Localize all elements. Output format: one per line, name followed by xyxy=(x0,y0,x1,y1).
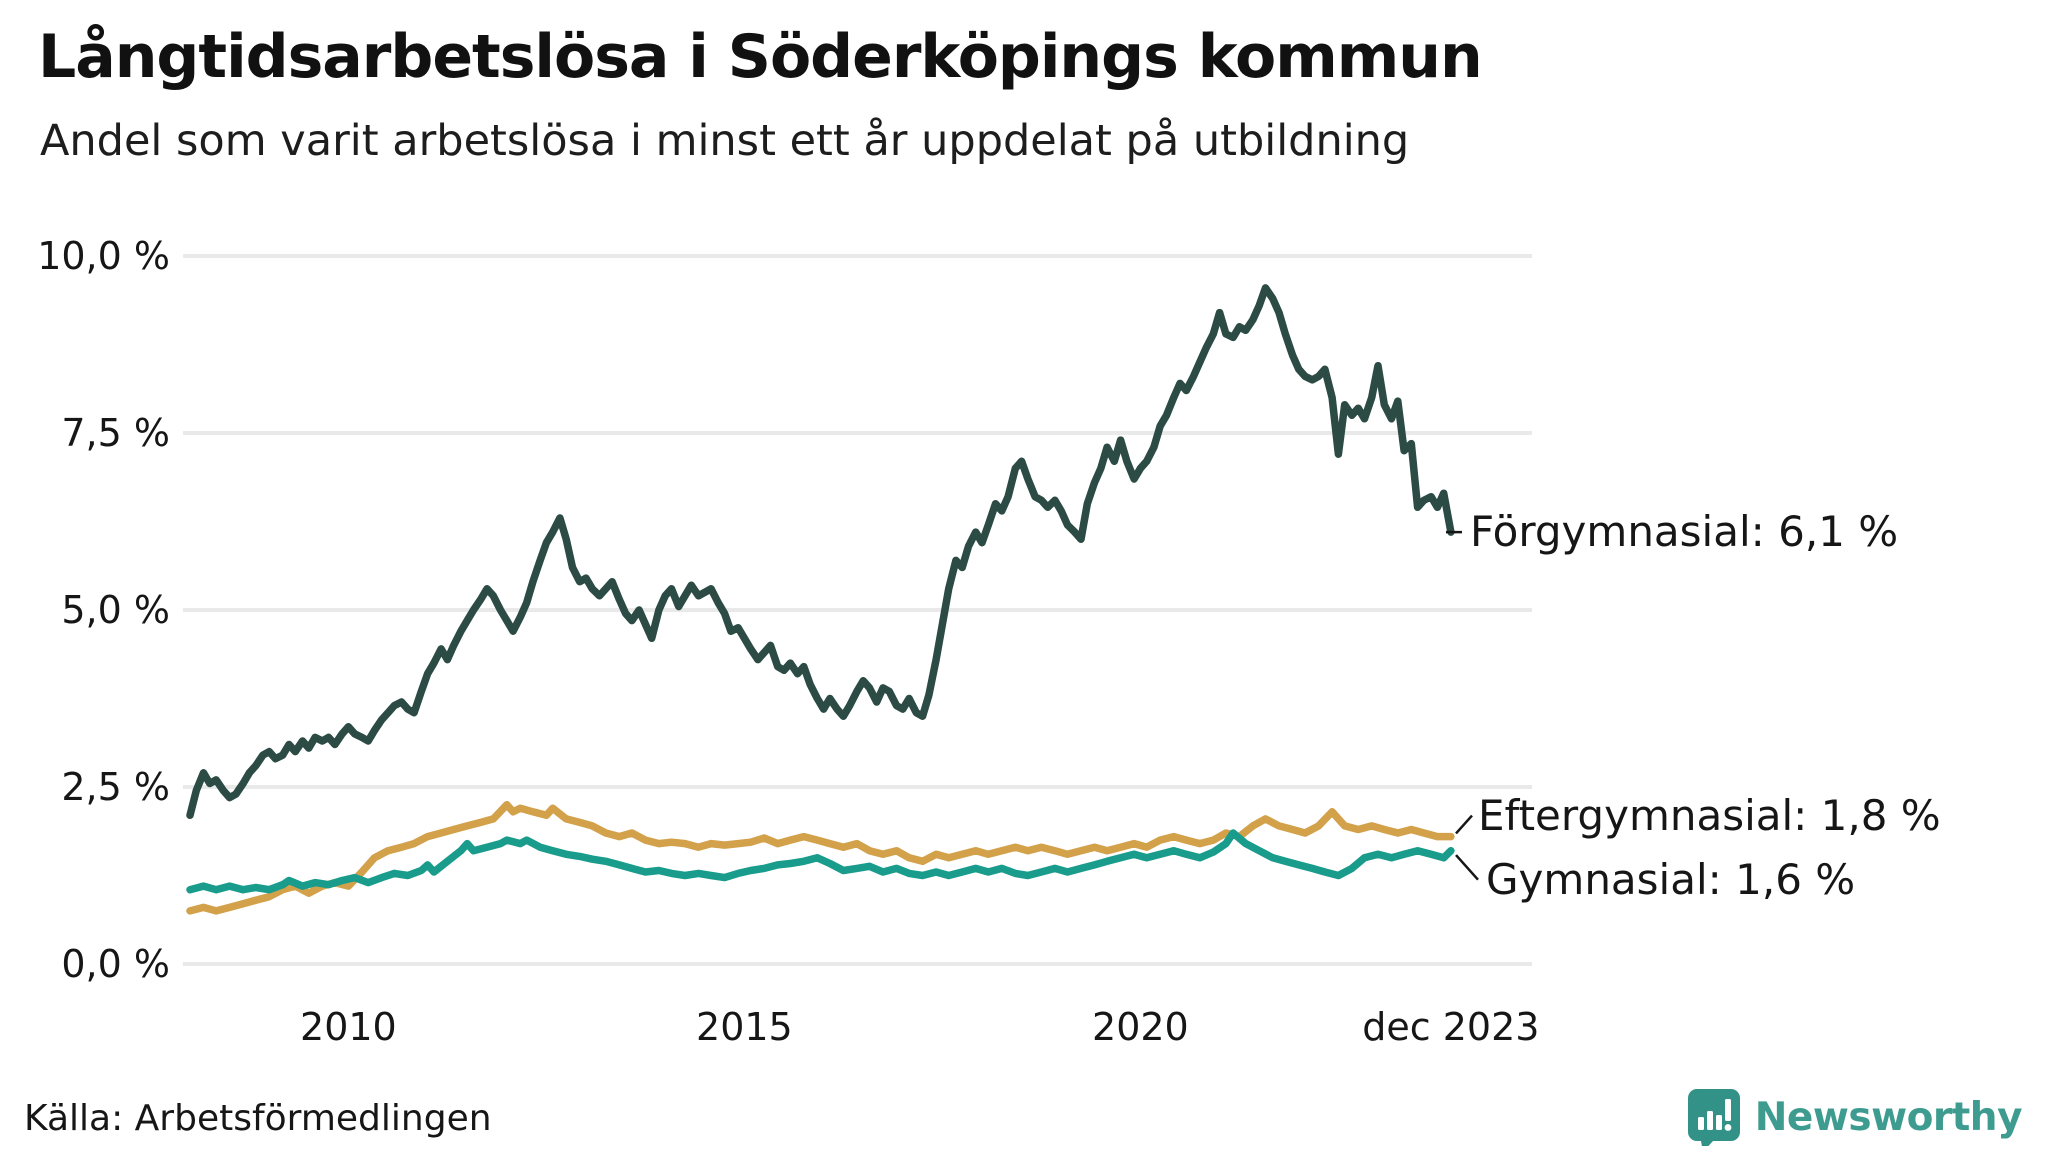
y-axis-tick-label: 0,0 % xyxy=(61,942,170,986)
series-line-eftergymnasial xyxy=(186,800,1455,915)
y-axis-tick-label: 2,5 % xyxy=(61,765,170,809)
annotation-leader-line xyxy=(1455,854,1479,881)
series-label-gymnasial: Gymnasial: 1,6 % xyxy=(1486,854,1856,904)
series-line-förgymnasial xyxy=(186,284,1455,820)
newsworthy-wordmark: Newsworthy xyxy=(1754,1094,2023,1140)
x-axis-tick-label: dec 2023 xyxy=(1362,1005,1540,1049)
series-line-gymnasial xyxy=(186,829,1455,894)
y-axis-tick-label: 10,0 % xyxy=(37,234,170,278)
series-label-förgymnasial: Förgymnasial: 6,1 % xyxy=(1470,507,1899,557)
newsworthy-bubble-chart-icon xyxy=(1687,1088,1741,1152)
x-axis-tick-label: 2010 xyxy=(300,1005,397,1049)
y-axis-tick-label: 7,5 % xyxy=(61,411,170,455)
x-axis-tick-label: 2015 xyxy=(696,1005,793,1049)
newsworthy-logo: Newsworthy xyxy=(1687,1088,2023,1152)
chart-subtitle: Andel som varit arbetslösa i minst ett å… xyxy=(40,116,1410,166)
series-label-eftergymnasial: Eftergymnasial: 1,8 % xyxy=(1478,790,1941,840)
y-axis-tick-label: 5,0 % xyxy=(61,588,170,632)
page-title: Långtidsarbetslösa i Söderköpings kommun xyxy=(38,22,1483,92)
source-note: Källa: Arbetsförmedlingen xyxy=(24,1098,492,1139)
x-axis-tick-label: 2020 xyxy=(1092,1005,1189,1049)
annotation-leader-line xyxy=(1455,814,1473,835)
